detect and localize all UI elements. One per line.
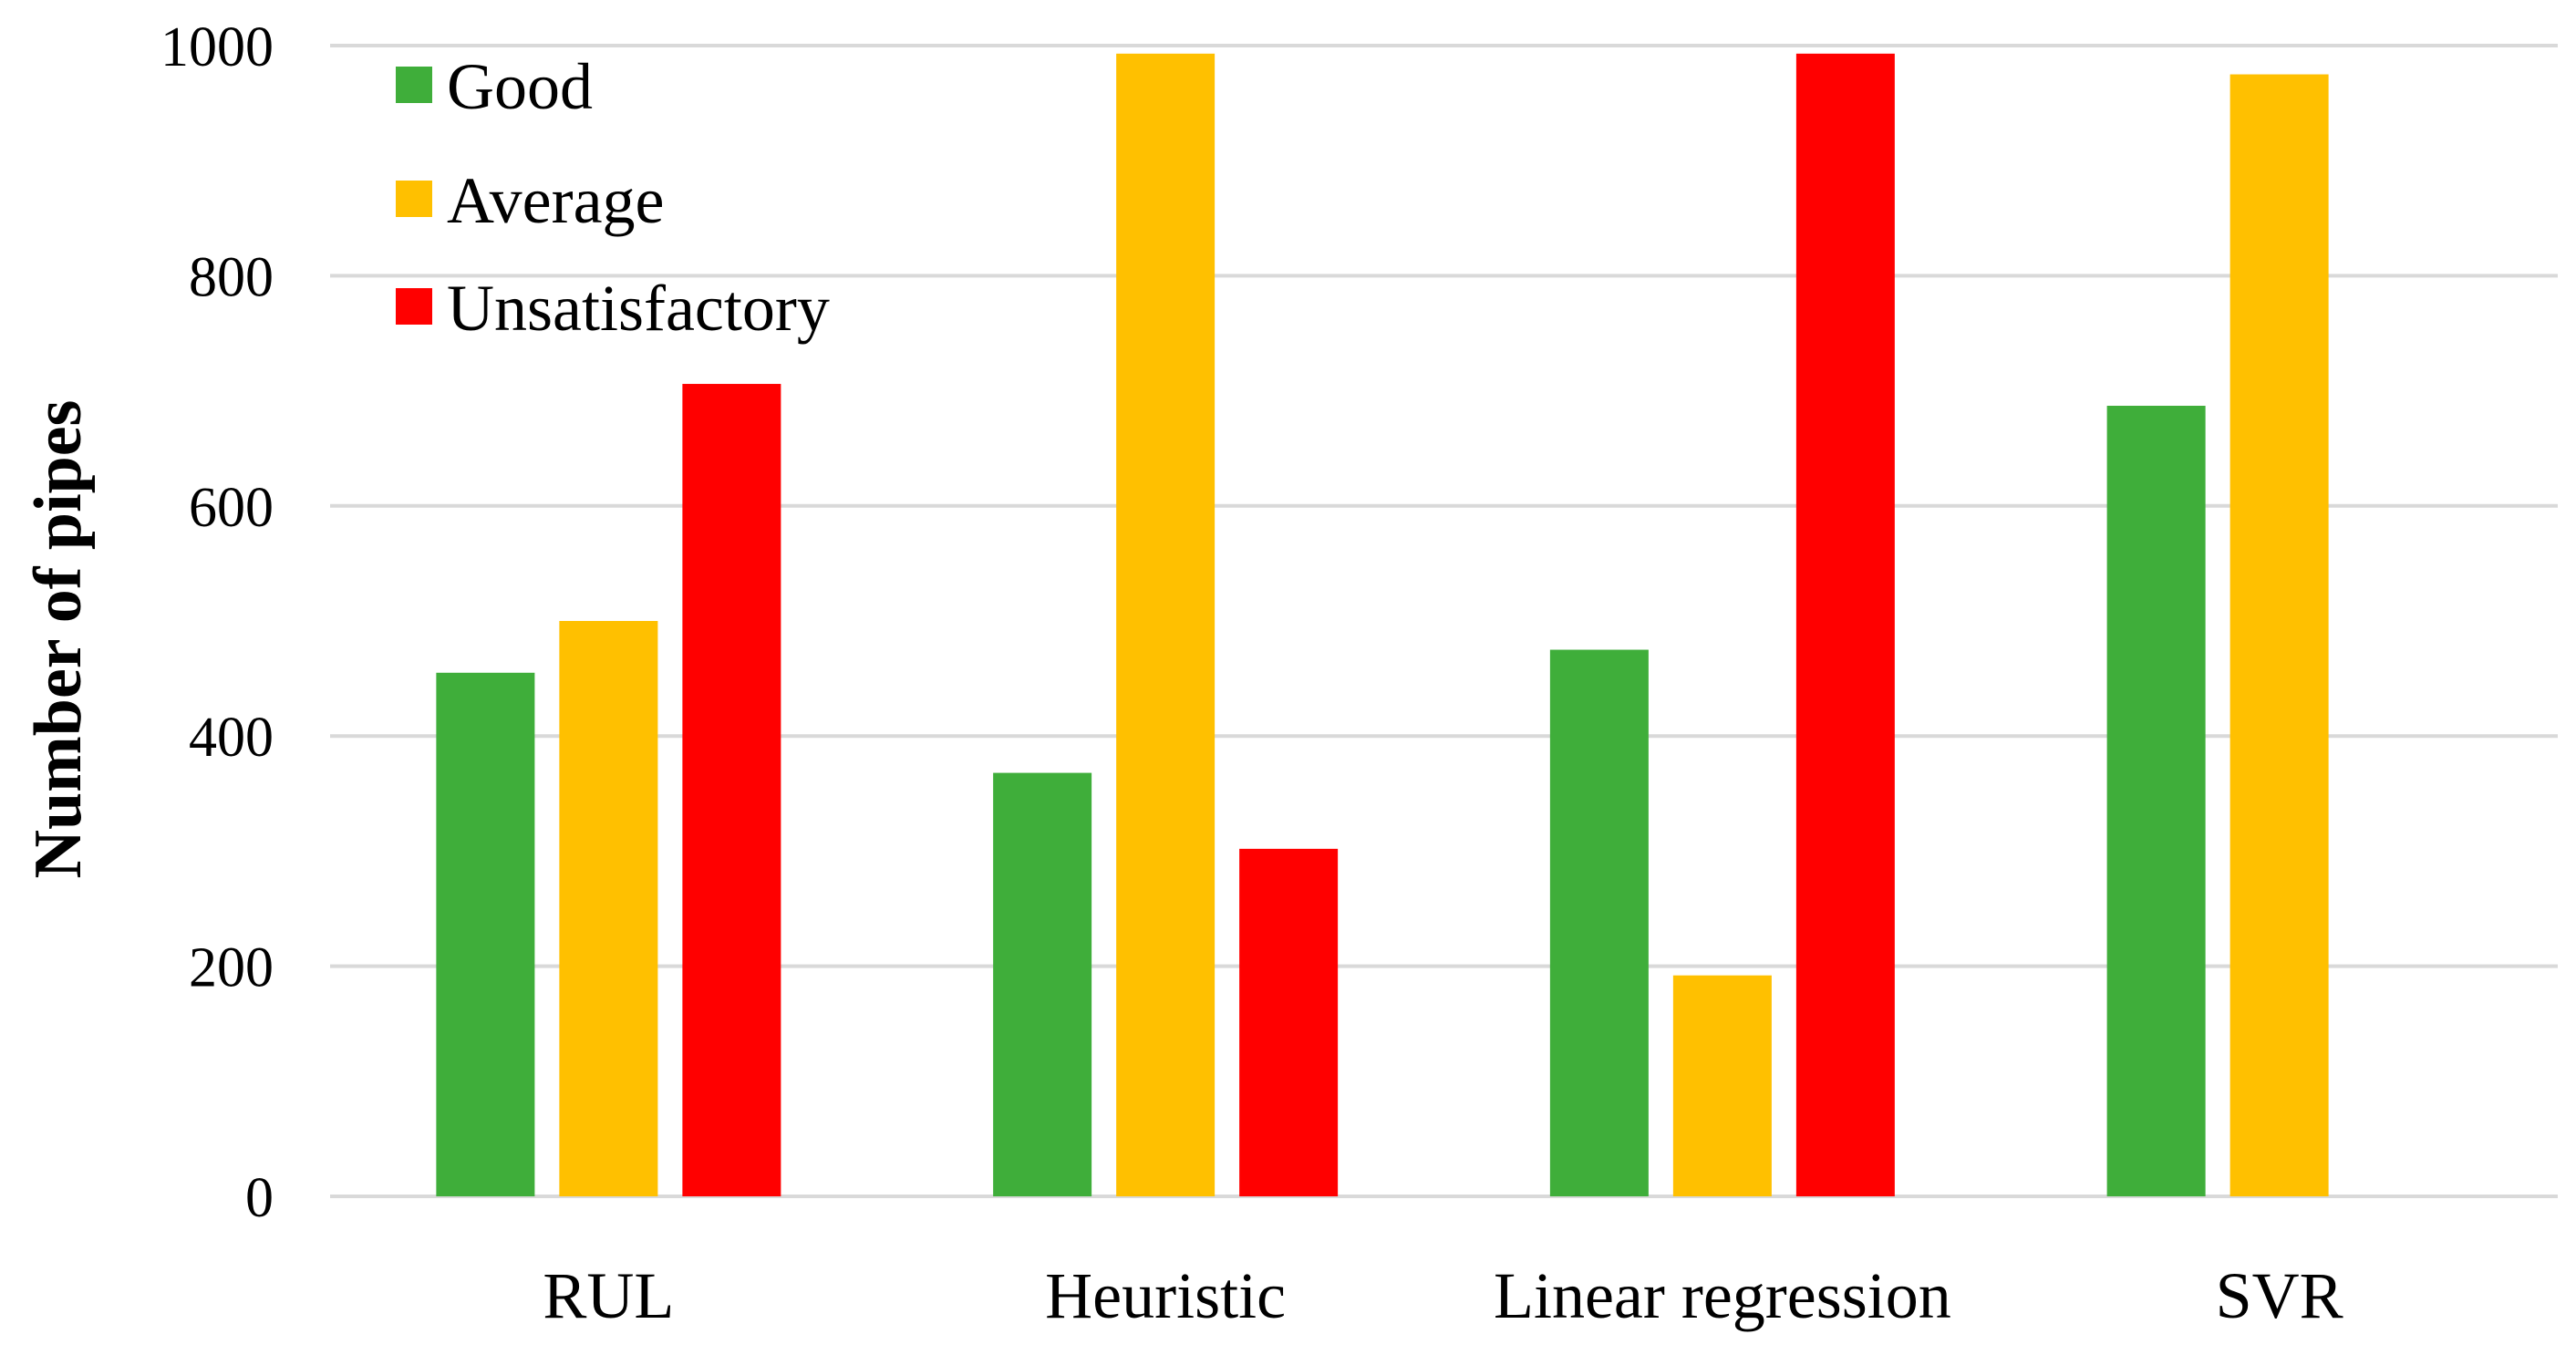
y-axis-ticks: 0 200 400 600 800 1000 xyxy=(160,16,274,1229)
legend-swatch-good xyxy=(396,67,432,103)
legend-swatch-unsatisfactory xyxy=(396,288,432,325)
bar-average-rul xyxy=(559,621,658,1196)
y-tick-label: 800 xyxy=(189,246,274,308)
legend-label-unsatisfactory: Unsatisfactory xyxy=(447,272,830,345)
bar-unsatisfactory-linear-regression xyxy=(1795,53,1895,1197)
bar-unsatisfactory-heuristic xyxy=(1239,848,1339,1196)
legend: Good Average Unsatisfactory xyxy=(396,50,830,345)
bar-unsatisfactory-rul xyxy=(682,384,781,1196)
x-category-label: Heuristic xyxy=(1045,1259,1286,1332)
bar-average-heuristic xyxy=(1116,53,1216,1197)
y-axis-label: Number of pipes xyxy=(21,400,96,879)
y-tick-label: 0 xyxy=(245,1167,274,1229)
bars xyxy=(436,53,2329,1197)
bar-good-linear-regression xyxy=(1549,649,1649,1196)
x-category-label: SVR xyxy=(2216,1259,2343,1332)
legend-swatch-average xyxy=(396,181,432,217)
x-axis-categories: RUL Heuristic Linear regression SVR xyxy=(543,1259,2343,1332)
bar-average-svr xyxy=(2229,74,2329,1196)
y-tick-label: 600 xyxy=(189,477,274,539)
y-tick-label: 1000 xyxy=(160,16,274,78)
bar-good-svr xyxy=(2106,406,2206,1197)
bar-good-heuristic xyxy=(993,772,1092,1196)
bar-average-linear-regression xyxy=(1672,975,1772,1196)
legend-label-good: Good xyxy=(447,50,593,123)
x-category-label: RUL xyxy=(543,1259,674,1332)
y-tick-label: 400 xyxy=(189,707,274,769)
legend-label-average: Average xyxy=(447,164,665,237)
y-tick-label: 200 xyxy=(189,937,274,999)
bar-good-rul xyxy=(436,672,535,1196)
x-category-label: Linear regression xyxy=(1494,1259,1951,1332)
